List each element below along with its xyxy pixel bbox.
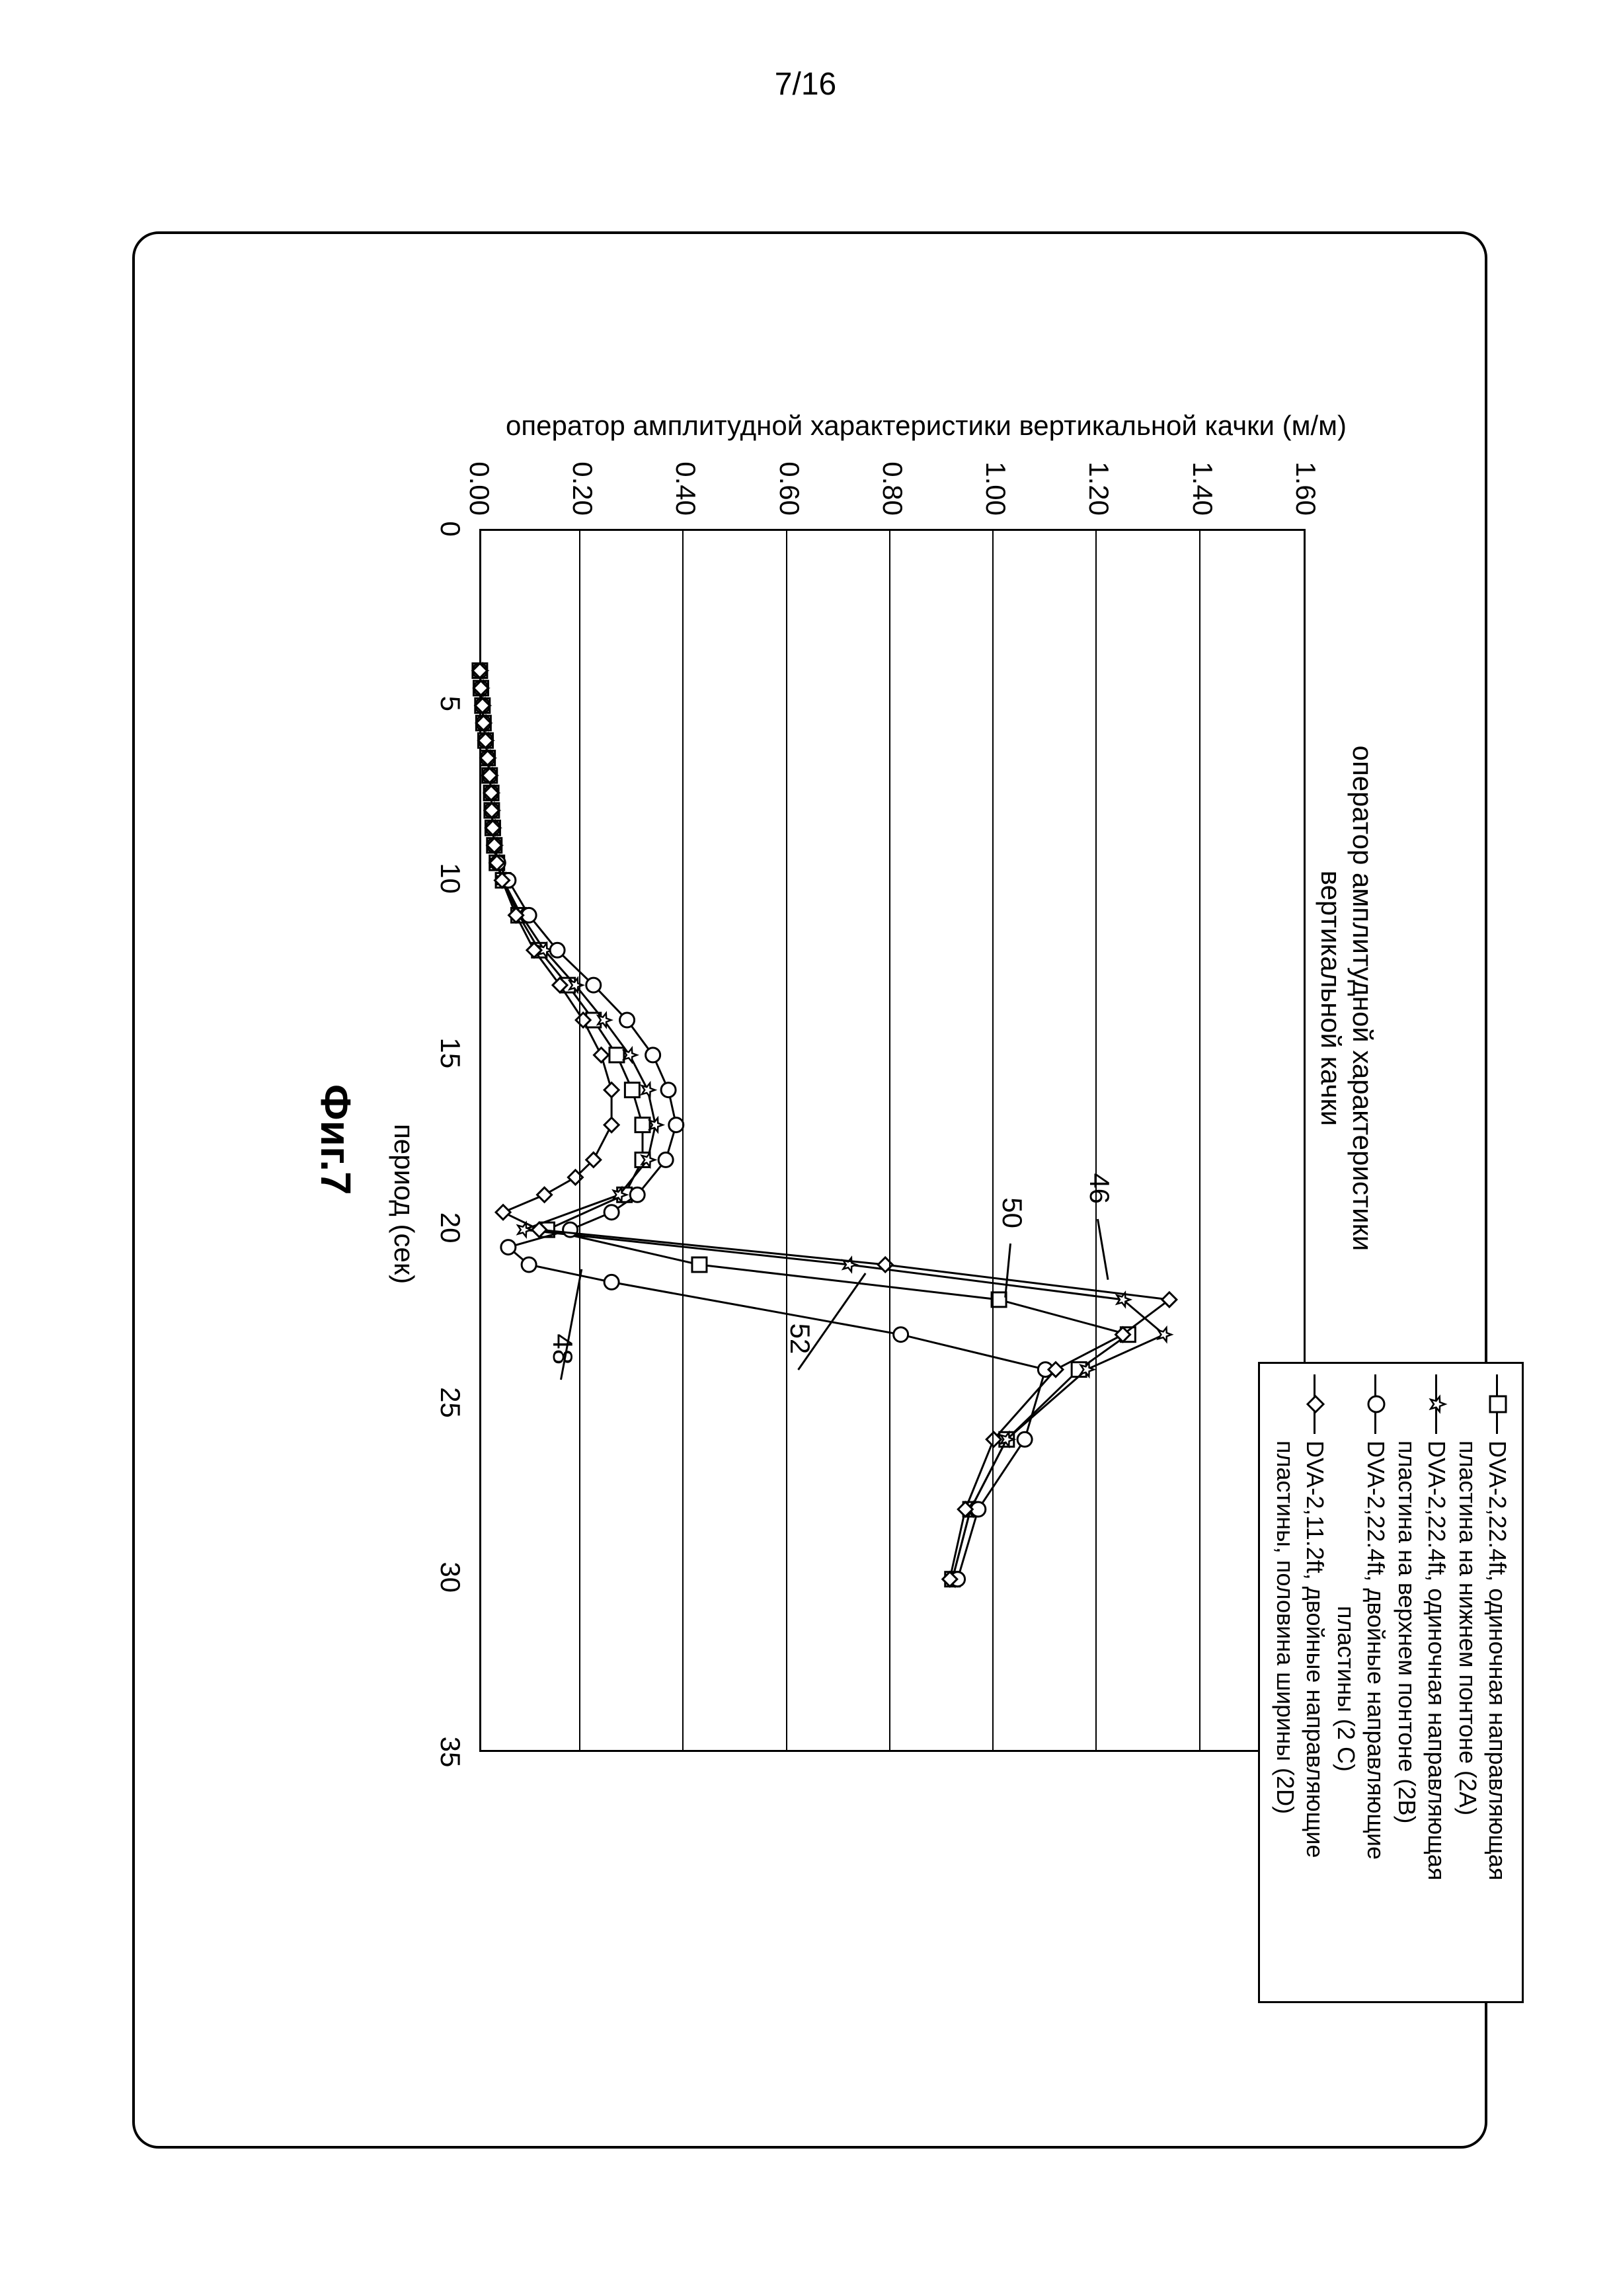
- chart-title-line1: оператор амплитудной характеристики: [1347, 701, 1378, 1296]
- figure-frame: оператор амплитудной характеристики верт…: [132, 231, 1487, 2149]
- plot-svg: [477, 531, 1304, 1754]
- series-marker-2C: [501, 1240, 516, 1255]
- legend-item: DVA-2,22.4ft, двойные направляющие пласт…: [1331, 1374, 1391, 1991]
- x-tick-label: 35: [434, 1712, 466, 1792]
- legend-item: DVA-2,11.2ft, двойные направляющие пласт…: [1271, 1374, 1330, 1991]
- callout-label: 48: [547, 1333, 578, 1365]
- series-line-2C: [480, 670, 1046, 1579]
- x-tick-label: 5: [434, 664, 466, 743]
- legend-marker-2C: [1362, 1374, 1391, 1434]
- series-marker-2D: [537, 1187, 552, 1202]
- legend-marker-2D: [1301, 1374, 1330, 1434]
- series-marker-2D: [594, 1048, 609, 1062]
- series-marker-2C: [586, 978, 601, 992]
- legend-label: DVA-2,22.4ft, одиночная направляющая пла…: [1453, 1441, 1513, 1880]
- series-marker-2A: [625, 1083, 639, 1097]
- gridline: [1096, 531, 1097, 1750]
- series-marker-2C: [522, 1257, 536, 1272]
- gridline: [992, 531, 994, 1750]
- series-marker-2C: [658, 1152, 673, 1167]
- legend-label: DVA-2,11.2ft, двойные направляющие пласт…: [1271, 1441, 1330, 1858]
- series-marker-2A: [692, 1257, 707, 1272]
- x-tick-label: 20: [434, 1188, 466, 1267]
- series-marker-2C: [1017, 1432, 1032, 1446]
- x-tick-label: 15: [434, 1013, 466, 1093]
- gridline: [579, 531, 580, 1750]
- legend-marker-2A: [1483, 1374, 1513, 1434]
- gridline: [1199, 531, 1200, 1750]
- chart-title: оператор амплитудной характеристики верт…: [1315, 701, 1378, 1296]
- callout-label: 46: [1084, 1173, 1116, 1204]
- plot-area: [479, 529, 1306, 1752]
- series-marker-2C: [646, 1048, 660, 1062]
- series-marker-2C: [661, 1083, 676, 1097]
- series-marker-2D: [604, 1118, 619, 1132]
- y-tick-label: 0.00: [463, 317, 495, 516]
- series-marker-2C: [604, 1275, 619, 1289]
- page-number: 7/16: [775, 66, 836, 102]
- series-line-2B: [480, 670, 1164, 1579]
- gridline: [889, 531, 890, 1750]
- series-marker-2C: [620, 1013, 635, 1027]
- series-marker-2D: [496, 1205, 510, 1220]
- legend-item: DVA-2,22.4ft, одиночная направляющая пла…: [1453, 1374, 1513, 1991]
- legend-label: DVA-2,22.4ft, двойные направляющие пласт…: [1331, 1441, 1391, 1860]
- series-marker-2C: [604, 1205, 619, 1220]
- legend-label: DVA-2,22.4ft, одиночная направляющая пла…: [1392, 1441, 1452, 1880]
- series-marker-2A: [635, 1118, 650, 1132]
- gridline: [683, 531, 684, 1750]
- series-marker-2C: [894, 1327, 908, 1342]
- legend-item: DVA-2,22.4ft, одиночная направляющая пла…: [1392, 1374, 1452, 1991]
- series-marker-2C: [630, 1187, 645, 1202]
- x-axis-label: период (сек): [388, 1124, 420, 1284]
- series-line-2D: [480, 670, 1169, 1579]
- series-marker-2C: [550, 943, 565, 957]
- legend: DVA-2,22.4ft, одиночная направляющая пла…: [1258, 1362, 1524, 2003]
- series-marker-2C: [669, 1118, 684, 1132]
- series-marker-2D: [604, 1083, 619, 1097]
- x-tick-label: 25: [434, 1363, 466, 1442]
- chart-stage: оператор амплитудной характеристики верт…: [215, 331, 1405, 2049]
- series-marker-2B: [642, 1083, 655, 1097]
- gridline: [786, 531, 787, 1750]
- legend-marker-2B: [1423, 1374, 1452, 1434]
- series-marker-2B: [650, 1118, 663, 1132]
- x-tick-label: 10: [434, 839, 466, 918]
- series-marker-2C: [563, 1222, 578, 1237]
- x-tick-label: 30: [434, 1538, 466, 1617]
- series-marker-2B: [1158, 1327, 1171, 1341]
- chart-title-line2: вертикальной качки: [1315, 701, 1347, 1296]
- series-marker-2A: [609, 1048, 624, 1062]
- y-axis-label: оператор амплитудной характеристики верт…: [506, 410, 1347, 442]
- callout-label: 50: [996, 1197, 1028, 1228]
- figure-caption: Фиг.7: [311, 1084, 360, 1195]
- x-tick-label: 0: [434, 489, 466, 569]
